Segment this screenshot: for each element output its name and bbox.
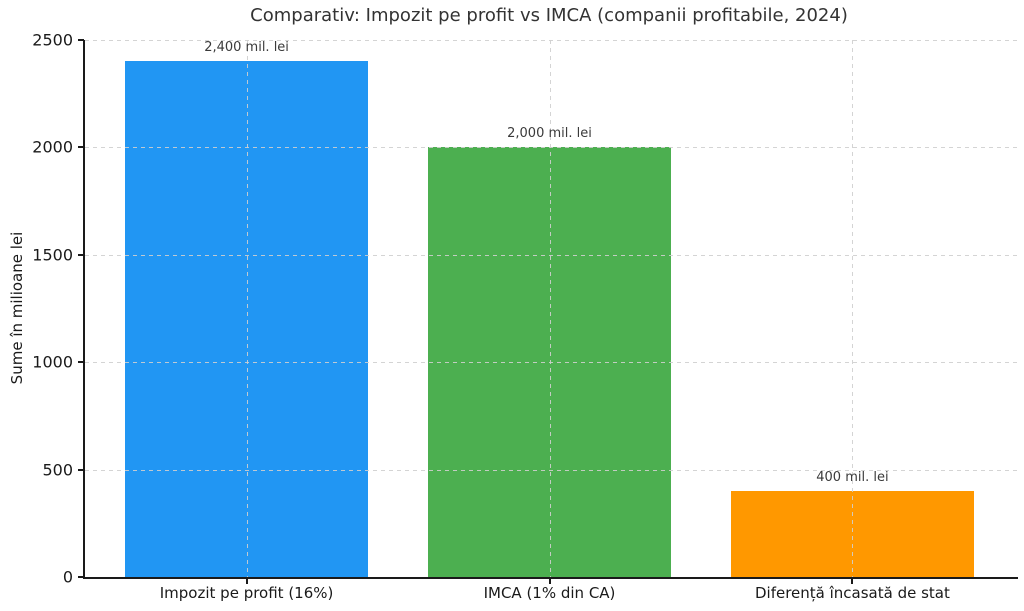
x-tick-label: Diferență încasată de stat <box>754 584 950 602</box>
gridline-horizontal <box>85 147 1018 149</box>
x-tick-label: Impozit pe profit (16%) <box>159 584 334 602</box>
bar-value-label: 2,400 mil. lei <box>204 40 289 56</box>
y-tick-label: 1500 <box>32 245 73 265</box>
y-tick-label: 2500 <box>32 30 73 50</box>
gridline-horizontal <box>85 362 1018 364</box>
x-tick-mark <box>851 579 854 584</box>
plot-area <box>83 40 1018 579</box>
x-tick-label: IMCA (1% din CA) <box>483 584 616 602</box>
x-tick-mark <box>245 579 248 584</box>
y-tick-label: 0 <box>62 567 73 587</box>
y-axis-label: Sume în milioane lei <box>8 231 26 385</box>
y-tick-mark <box>78 468 84 471</box>
bar-3 <box>731 491 974 577</box>
y-tick-label: 2000 <box>32 137 73 157</box>
gridline-horizontal <box>85 469 1018 471</box>
gridline-horizontal <box>85 254 1018 256</box>
chart-title: Comparativ: Impozit pe profit vs IMCA (c… <box>250 5 848 26</box>
x-tick-mark <box>548 579 551 584</box>
gridline-vertical <box>549 40 551 577</box>
y-tick-mark <box>78 576 84 578</box>
bar-value-label: 400 mil. lei <box>816 470 889 486</box>
bar-value-label: 2,000 mil. lei <box>507 126 592 142</box>
y-tick-mark <box>78 361 84 364</box>
gridline-vertical <box>246 40 248 577</box>
y-tick-label: 500 <box>42 460 73 480</box>
y-tick-mark <box>78 39 84 41</box>
y-tick-mark <box>78 253 84 256</box>
gridline-vertical <box>852 40 854 577</box>
gridline-horizontal <box>85 40 1018 41</box>
y-tick-label: 1000 <box>32 352 73 372</box>
y-tick-mark <box>78 146 84 149</box>
